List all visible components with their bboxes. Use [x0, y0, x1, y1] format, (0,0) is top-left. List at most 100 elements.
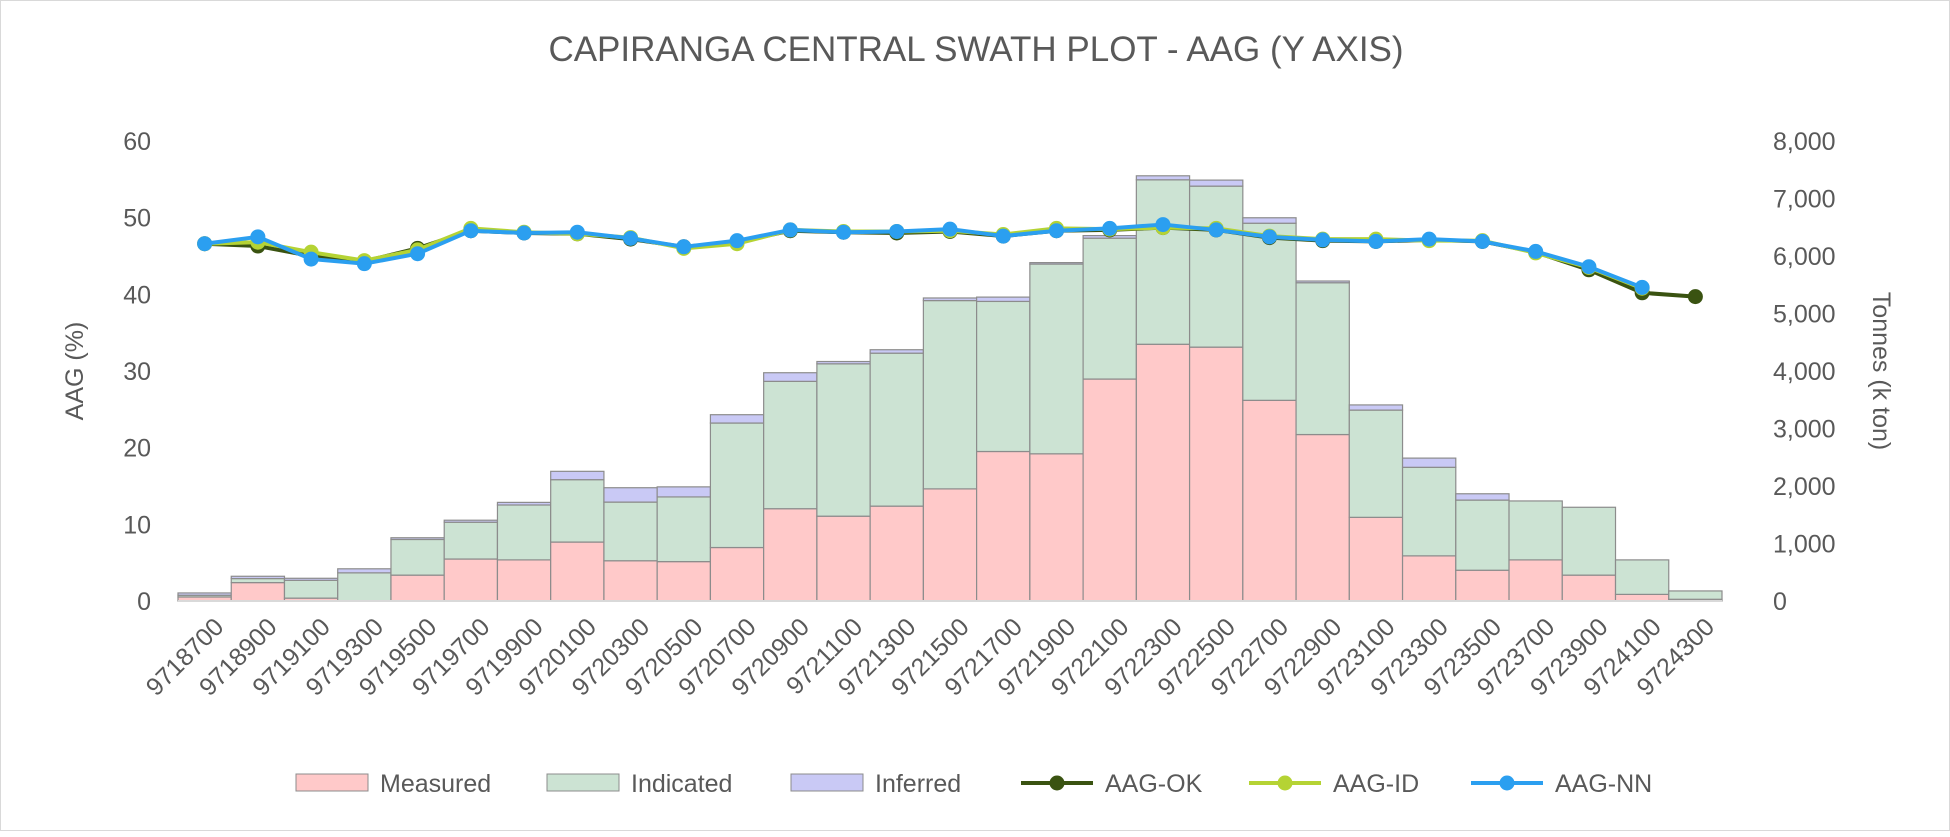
bar-measured-9721700 — [976, 450, 1031, 602]
bar-measured-9720700 — [709, 546, 765, 602]
bar-inferred-9719500 — [390, 537, 445, 541]
point-aag-nn-9722100 — [1102, 220, 1118, 236]
point-aag-nn-9719700 — [463, 223, 479, 239]
point-aag-nn-9719300 — [356, 256, 372, 272]
y2-tick-label: 2,000 — [1773, 473, 1836, 501]
bar-indicated-9722500 — [1188, 185, 1244, 348]
bar-indicated-9721300 — [869, 352, 924, 507]
bar-inferred-9718900 — [230, 575, 286, 580]
bar-measured-9720500 — [656, 561, 712, 602]
y2-tick-label: 5,000 — [1773, 301, 1836, 329]
y2-tick-label: 7,000 — [1773, 186, 1836, 214]
bar-measured-9723900 — [1561, 574, 1617, 602]
y-tick-label: 20 — [123, 435, 151, 463]
bar-measured-9720900 — [763, 508, 818, 602]
bar-inferred-9721900 — [1029, 262, 1084, 265]
point-aag-nn-9720500 — [676, 239, 692, 255]
bar-measured-9719900 — [496, 559, 552, 602]
bar-measured-9721500 — [922, 488, 978, 602]
bar-indicated-9718900 — [230, 577, 286, 584]
legend-marker-aag-id — [1277, 775, 1293, 791]
bar-inferred-9718700 — [177, 592, 232, 596]
legend-label-indicated: Indicated — [631, 770, 732, 798]
y-tick-label: 50 — [123, 205, 151, 233]
point-aag-nn-9721300 — [889, 223, 905, 239]
point-aag-nn-9718700 — [197, 236, 213, 252]
legend-label-inferred: Inferred — [875, 770, 961, 798]
y2-tick-label: 8,000 — [1773, 128, 1836, 156]
y-axis-title: AAG (%) — [61, 322, 89, 421]
bar-inferred-9720100 — [550, 470, 605, 481]
bar-indicated-9720900 — [763, 380, 818, 510]
bar-measured-9723100 — [1348, 516, 1404, 602]
bar-measured-9723500 — [1455, 569, 1510, 602]
point-aag-nn-9720100 — [569, 224, 585, 240]
bar-measured-9721900 — [1029, 453, 1084, 602]
point-aag-nn-9723500 — [1474, 233, 1490, 249]
bar-inferred-9720900 — [763, 372, 818, 382]
bar-indicated-9724100 — [1614, 559, 1670, 595]
point-aag-nn-9723700 — [1528, 243, 1544, 259]
legend-swatch-inferred — [790, 773, 864, 792]
bar-indicated-9722900 — [1295, 282, 1350, 436]
bar-indicated-9722300 — [1135, 179, 1191, 345]
point-aag-nn-9722900 — [1315, 232, 1331, 248]
bar-indicated-9719700 — [443, 521, 499, 560]
point-aag-nn-9722700 — [1261, 229, 1277, 245]
bar-inferred-9720700 — [709, 414, 765, 424]
legend-label-aag-id: AAG-ID — [1333, 770, 1419, 798]
y-tick-label: 10 — [123, 511, 151, 539]
bar-measured-9719500 — [390, 574, 445, 602]
bar-inferred-9719100 — [283, 577, 339, 581]
point-aag-nn-9720300 — [623, 230, 639, 246]
bar-inferred-9719700 — [443, 519, 499, 523]
point-aag-nn-9720900 — [782, 222, 798, 238]
bar-indicated-9722100 — [1082, 237, 1137, 380]
bar-indicated-9719300 — [337, 572, 392, 602]
bar-measured-9723700 — [1508, 559, 1563, 602]
legend-marker-aag-ok — [1049, 775, 1065, 791]
bar-indicated-9722700 — [1242, 222, 1297, 401]
legend-swatch-indicated — [546, 773, 620, 792]
bar-inferred-9722900 — [1295, 280, 1350, 284]
bar-indicated-9721700 — [976, 300, 1031, 453]
legend-label-aag-ok: AAG-OK — [1105, 770, 1203, 798]
y-tick-label: 0 — [137, 588, 151, 616]
point-aag-nn-9721100 — [836, 224, 852, 240]
point-aag-nn-9723300 — [1421, 231, 1437, 247]
bar-measured-9722100 — [1082, 378, 1137, 602]
bar-indicated-9720300 — [603, 501, 658, 562]
bar-inferred-9722300 — [1135, 175, 1191, 181]
bar-inferred-9721100 — [816, 360, 871, 365]
point-aag-nn-9719900 — [516, 225, 532, 241]
point-aag-nn-9721500 — [942, 221, 958, 237]
legend-label-aag-nn: AAG-NN — [1555, 770, 1652, 798]
legend-label-measured: Measured — [380, 770, 491, 798]
y-tick-label: 40 — [123, 281, 151, 309]
bar-indicated-9723100 — [1348, 409, 1404, 518]
bar-indicated-9719500 — [390, 538, 445, 576]
y-tick-label: 60 — [123, 128, 151, 156]
y2-tick-label: 3,000 — [1773, 416, 1836, 444]
bar-indicated-9719100 — [283, 579, 339, 599]
bar-measured-9720100 — [550, 541, 605, 602]
bar-inferred-9722700 — [1242, 217, 1297, 224]
point-aag-nn-9723900 — [1581, 259, 1597, 275]
bar-indicated-9720100 — [550, 479, 605, 543]
bar-indicated-9720700 — [709, 422, 765, 549]
legend-marker-aag-nn — [1499, 775, 1515, 791]
y2-tick-label: 1,000 — [1773, 531, 1836, 559]
bar-inferred-9720500 — [656, 486, 712, 498]
point-aag-nn-9719100 — [303, 251, 319, 267]
bar-measured-9721300 — [869, 505, 924, 602]
bar-inferred-9723100 — [1348, 404, 1404, 411]
bar-indicated-9723900 — [1561, 506, 1617, 576]
point-aag-ok-9724300 — [1687, 289, 1703, 305]
bar-measured-9722500 — [1188, 346, 1244, 602]
line-aag-nn — [204, 222, 1643, 290]
bar-indicated-9723700 — [1508, 500, 1563, 561]
bar-indicated-9721100 — [816, 363, 871, 517]
bar-indicated-9720500 — [656, 496, 712, 563]
